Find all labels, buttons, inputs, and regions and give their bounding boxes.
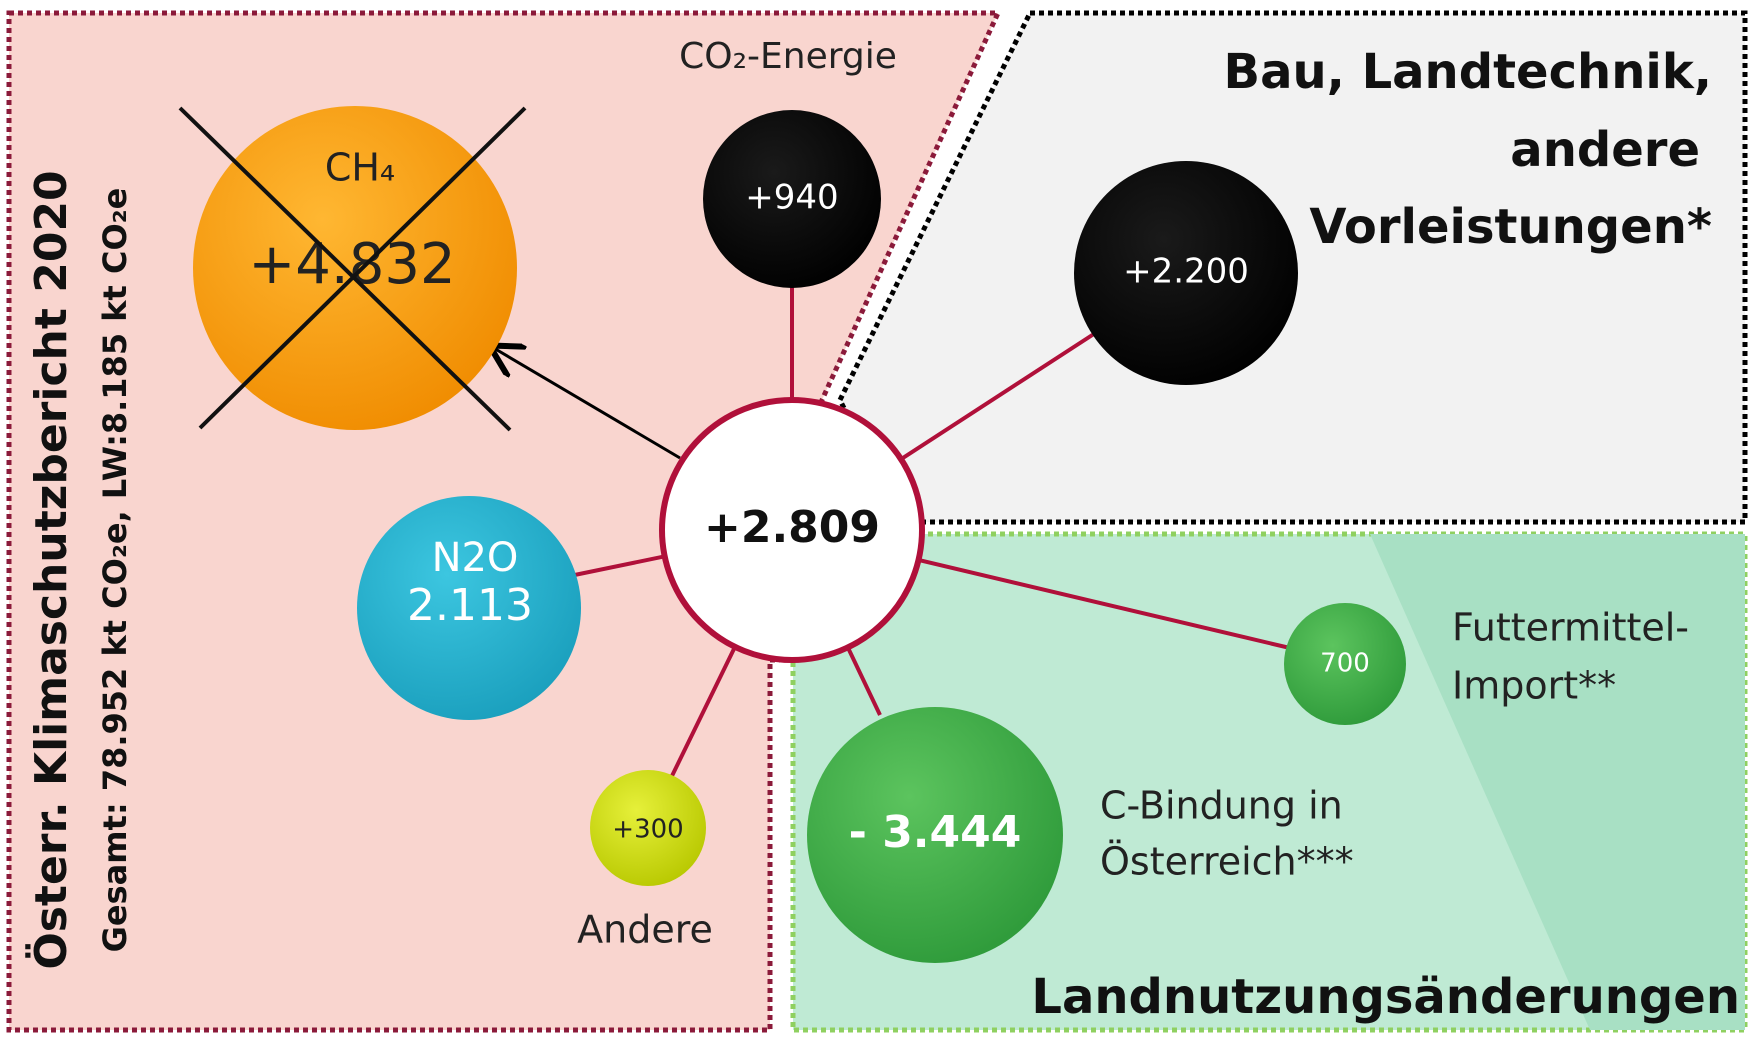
feed-label: Futtermittel- bbox=[1452, 606, 1689, 650]
n2o-value: 2.113 bbox=[407, 580, 533, 631]
arrow bbox=[492, 347, 681, 460]
center-bubble bbox=[659, 397, 925, 663]
ch4-bubble bbox=[193, 106, 517, 430]
c-binding-bubble bbox=[807, 707, 1063, 963]
c-binding-label: Österreich*** bbox=[1100, 840, 1354, 884]
green-shade bbox=[1370, 534, 1745, 1030]
co2-bubble bbox=[703, 110, 881, 288]
construction-bubble bbox=[1074, 161, 1298, 385]
co2-value: +940 bbox=[745, 178, 838, 218]
feed-label: Import** bbox=[1452, 664, 1616, 708]
ch4-value: +4.832 bbox=[248, 232, 455, 297]
n2o-bubble bbox=[357, 496, 581, 720]
construction-value: +2.200 bbox=[1123, 252, 1249, 292]
c-binding-label: C-Bindung in bbox=[1100, 784, 1343, 828]
ch4-label: CH₄ bbox=[325, 146, 395, 190]
other-label: Andere bbox=[577, 908, 713, 952]
left-subtitle: Gesamt: 78.952 kt CO₂e, LW:8.185 kt CO₂e bbox=[96, 188, 134, 953]
other-value: +300 bbox=[612, 815, 683, 845]
other-bubble bbox=[590, 770, 706, 886]
panel-line: andere bbox=[1510, 122, 1700, 178]
cross-line bbox=[198, 106, 527, 430]
feed-bubble bbox=[1284, 603, 1406, 725]
cross-line bbox=[178, 106, 512, 432]
panel-line: Vorleistungen* bbox=[1309, 199, 1712, 255]
n2o-label: N2O bbox=[432, 535, 519, 581]
center-value: +2.809 bbox=[704, 502, 880, 553]
panel-line: Bau, Landtechnik, bbox=[1223, 44, 1712, 100]
left-title: Österr. Klimaschutzbericht 2020 bbox=[24, 170, 77, 969]
c-binding-value: - 3.444 bbox=[849, 807, 1022, 858]
panel-title: Landnutzungsänderungen bbox=[1031, 969, 1740, 1025]
co2-label: CO₂-Energie bbox=[679, 36, 897, 77]
feed-value: 700 bbox=[1320, 649, 1370, 679]
